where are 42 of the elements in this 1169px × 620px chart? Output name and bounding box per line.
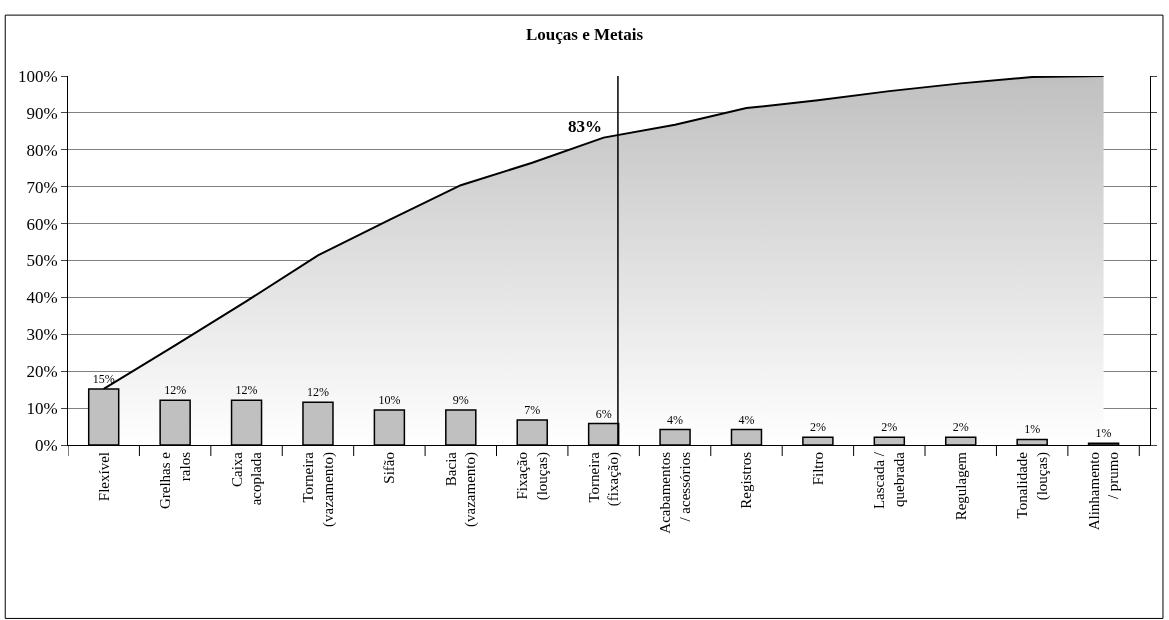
data-label: 1%	[1024, 422, 1041, 437]
x-tick-label: Sifão	[381, 452, 398, 484]
y-tick-label: 100%	[17, 66, 58, 86]
annotation: 83%	[568, 117, 602, 136]
x-tick-label: Regulagem	[952, 451, 969, 521]
y-tick-label: 60%	[26, 214, 58, 234]
chart-title: Louças e Metais	[525, 24, 644, 44]
data-label: 9%	[452, 392, 469, 407]
x-tick-label: Fixação (louças)	[514, 452, 551, 501]
data-label: 2%	[881, 420, 898, 435]
y-tick-label: 80%	[26, 140, 58, 160]
y-tick-label: 20%	[26, 362, 58, 382]
y-tick-label: 10%	[26, 399, 58, 419]
x-tick-label: Lascada / quebrada	[871, 451, 907, 510]
data-label: 6%	[595, 406, 612, 421]
y-tick-label: 90%	[26, 103, 58, 123]
data-label: 10%	[378, 392, 401, 407]
x-tick-label: Alinhamento / prumo	[1085, 452, 1122, 531]
y-tick-label: 70%	[26, 177, 58, 197]
data-label: 4%	[738, 412, 755, 427]
y-tick-label: 0%	[34, 435, 58, 455]
x-tick-label: Tonalidade (louças)	[1014, 451, 1051, 519]
data-label: 7%	[524, 402, 541, 417]
data-label: 15%	[92, 371, 115, 386]
x-tick-label: Registros	[738, 451, 755, 509]
data-label: 2%	[809, 420, 826, 435]
x-tick-label: Grelhas e ralos	[157, 451, 193, 510]
x-tick-label: Filtro	[809, 452, 826, 486]
y-tick-label: 50%	[26, 251, 58, 271]
data-label: 12%	[306, 385, 329, 400]
data-label: 12%	[164, 383, 187, 398]
data-label: 12%	[235, 383, 258, 398]
x-tick-label: Acabamentos / acessórios	[657, 451, 693, 534]
x-tick-label: Flexível	[95, 452, 112, 502]
x-tick-label: Torneira (fixação)	[585, 451, 623, 507]
x-tick-label: Bacia (vazamento)	[442, 451, 480, 527]
x-tick-label: Torneira (vazamento)	[300, 451, 337, 527]
data-label: 4%	[667, 412, 684, 427]
y-tick-label: 30%	[26, 325, 58, 345]
data-label: 1%	[1095, 426, 1112, 441]
data-label: 2%	[952, 420, 969, 435]
y-tick-label: 40%	[26, 288, 58, 308]
